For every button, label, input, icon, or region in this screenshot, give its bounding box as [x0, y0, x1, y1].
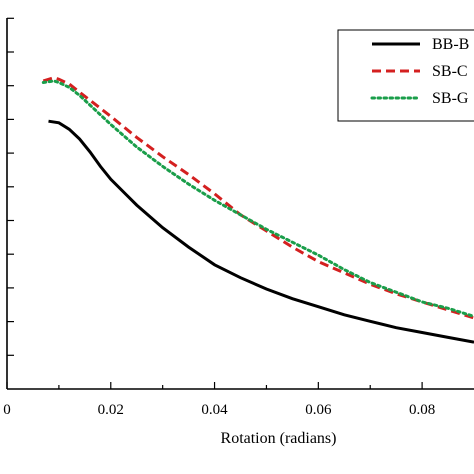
- x-tick-label: 0: [3, 402, 11, 418]
- legend-label: SB-C: [432, 63, 468, 80]
- x-tick-label: 0.04: [201, 402, 228, 418]
- series-line-bb-b: [48, 119, 474, 344]
- x-tick-label: 0.02: [98, 402, 124, 418]
- x-tick-label: 0.08: [409, 402, 435, 418]
- legend: BB-B SB-C SB-G: [337, 29, 474, 122]
- legend-label: BB-B: [432, 36, 469, 53]
- legend-label: SB-G: [432, 90, 469, 107]
- x-axis-title: Rotation (radians): [221, 430, 337, 447]
- series-line-sb-c: [42, 76, 474, 320]
- chart-axes: 0 0.02 0.04 0.06 0.08: [3, 17, 474, 418]
- plot-area: [41, 76, 474, 344]
- x-tick-label: 0.06: [305, 402, 332, 418]
- series-line-sb-g: [41, 79, 474, 318]
